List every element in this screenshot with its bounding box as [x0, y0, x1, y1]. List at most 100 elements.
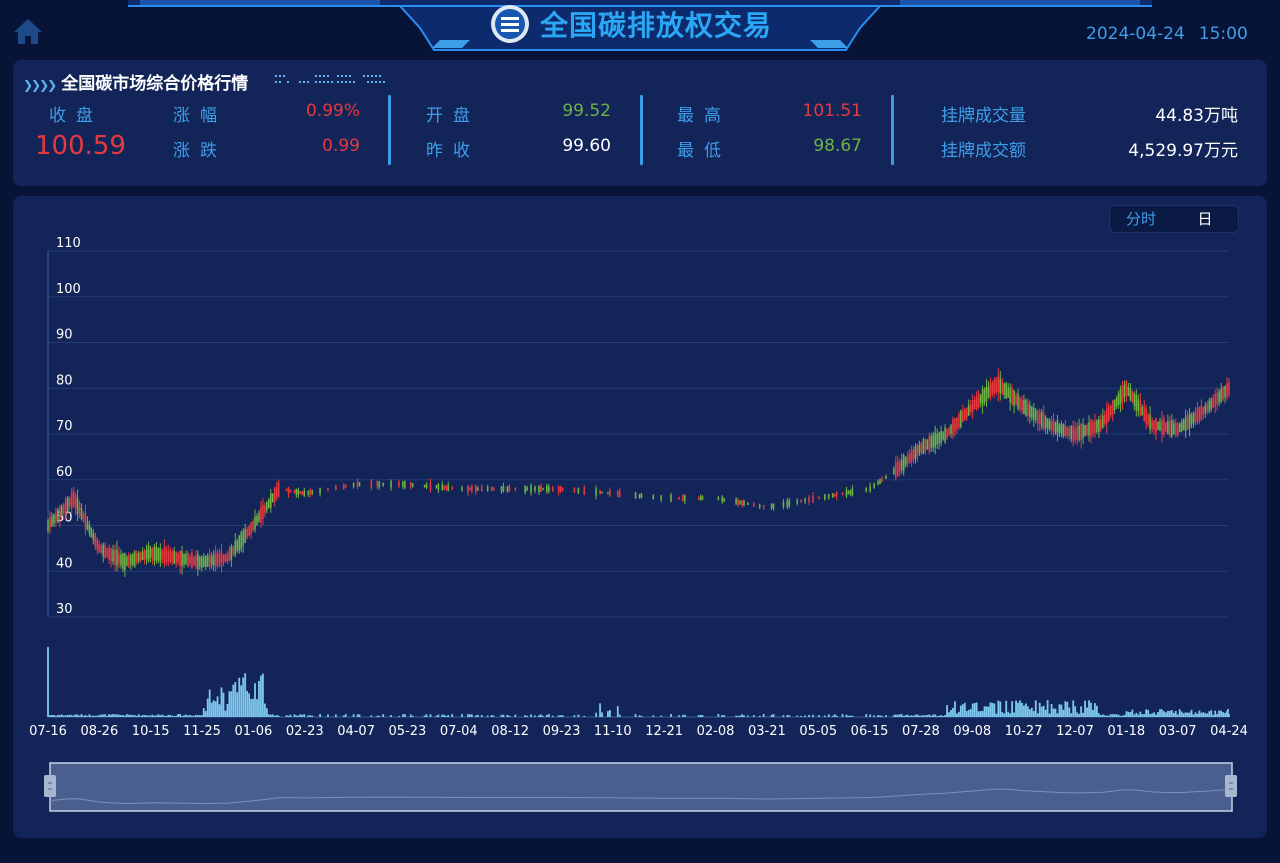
candle-body: [772, 503, 775, 509]
candle-body: [1038, 412, 1041, 424]
x-tick-label: 12-21: [645, 724, 683, 739]
volume-bar: [524, 715, 527, 717]
candle-body: [311, 490, 313, 495]
candle-body: [902, 455, 905, 472]
candle-body: [262, 504, 264, 519]
tab-intraday[interactable]: 分时: [1125, 210, 1156, 228]
low-value: 98.67: [813, 136, 862, 156]
candle-body: [1025, 399, 1027, 417]
volume-bar: [1212, 714, 1215, 717]
candle-body: [1214, 394, 1216, 407]
candle-body: [877, 481, 879, 485]
candle-body: [490, 487, 493, 491]
candle-body: [1007, 387, 1009, 398]
candle-body: [827, 494, 830, 499]
volume-bar: [514, 714, 517, 717]
volume-bar: [1103, 715, 1106, 717]
volume-bar: [961, 704, 964, 717]
candle-body: [1165, 422, 1167, 432]
candle-body: [1113, 399, 1116, 410]
candle-body: [61, 506, 63, 516]
volume-bar: [376, 715, 379, 717]
candle-body: [98, 543, 101, 553]
volume-bar: [1176, 714, 1179, 717]
candle-body: [922, 438, 925, 454]
volume-bar: [967, 709, 970, 717]
candle-body: [1017, 393, 1019, 410]
volume-bar: [145, 715, 148, 717]
volume-bar: [1072, 700, 1075, 717]
candle-body: [906, 455, 909, 464]
quote-panel: ❯❯❯❯ 全国碳市场综合价格行情 收盘 100.59 涨幅 0.99% 涨跌 0.…: [13, 60, 1267, 186]
volume-bar: [1200, 712, 1203, 717]
volume-bar: [752, 715, 755, 717]
candle-body: [467, 485, 469, 493]
volume-bar: [1202, 712, 1205, 717]
volume-bar: [185, 714, 187, 717]
candle-body: [390, 481, 392, 488]
candle-body: [898, 461, 901, 472]
volume-bar: [1064, 701, 1067, 717]
volume-bar: [169, 715, 172, 717]
candle-body: [151, 547, 154, 559]
candle-body: [370, 480, 373, 488]
tab-daily[interactable]: 日: [1197, 210, 1213, 228]
volume-bar: [187, 715, 189, 717]
volume-bar: [161, 714, 164, 717]
volume-bar: [892, 715, 895, 717]
candle-body: [697, 496, 700, 500]
candle-body: [175, 551, 177, 564]
candle-body: [1015, 395, 1017, 405]
candle-body: [546, 486, 548, 492]
volume-bar: [1082, 712, 1085, 717]
volume-bar: [1097, 713, 1100, 717]
volume-bar: [293, 714, 296, 717]
volume-bar: [747, 715, 749, 717]
volume-bar: [224, 710, 227, 717]
candle-body: [1062, 423, 1065, 436]
volume-bar: [833, 714, 836, 717]
candle-body: [82, 513, 85, 521]
volume-bar: [68, 714, 71, 717]
candle-body: [163, 547, 166, 564]
chart-panel: 分时 日 110 100 90 80 70 60 50 40 30 07-16 08-26 10-1…: [13, 196, 1267, 838]
candle-body: [542, 487, 544, 490]
volume-bar: [1096, 705, 1098, 717]
candle-body: [962, 411, 964, 423]
volume-bar: [1137, 714, 1140, 717]
candle-body: [206, 555, 209, 567]
volume-bar: [382, 714, 385, 717]
candle-body: [1190, 414, 1193, 425]
candle-body: [1048, 420, 1051, 430]
candle-body: [1151, 420, 1153, 429]
volume-bar: [1165, 712, 1167, 717]
volume-bar: [295, 715, 298, 717]
zoom-slider[interactable]: [44, 762, 1237, 812]
volume-bar: [502, 714, 505, 717]
candle-body: [997, 375, 1000, 393]
candle-body: [220, 550, 223, 567]
volume-bar: [1222, 712, 1224, 717]
volume-bar: [1025, 703, 1027, 717]
candle-body: [155, 547, 158, 561]
volume-bar: [226, 703, 229, 717]
logo-emblem: [490, 4, 530, 44]
volume-bar: [540, 714, 542, 717]
divider: [388, 95, 391, 165]
candle-body: [946, 429, 948, 438]
candle-body: [47, 519, 49, 532]
candle-body: [402, 482, 404, 487]
candle-body: [985, 386, 988, 402]
volume-bar: [701, 715, 704, 717]
candle-body: [973, 399, 976, 410]
volume-bar: [303, 714, 306, 717]
candle-body: [944, 427, 946, 442]
volume-bar: [851, 715, 854, 717]
y-tick-label: 80: [56, 373, 73, 388]
volume-bar: [1139, 711, 1142, 717]
volume-bar: [1149, 714, 1152, 717]
home-icon[interactable]: [12, 16, 44, 46]
candle-body: [934, 432, 937, 448]
candle-body: [595, 488, 597, 496]
volume-bar: [900, 714, 903, 717]
